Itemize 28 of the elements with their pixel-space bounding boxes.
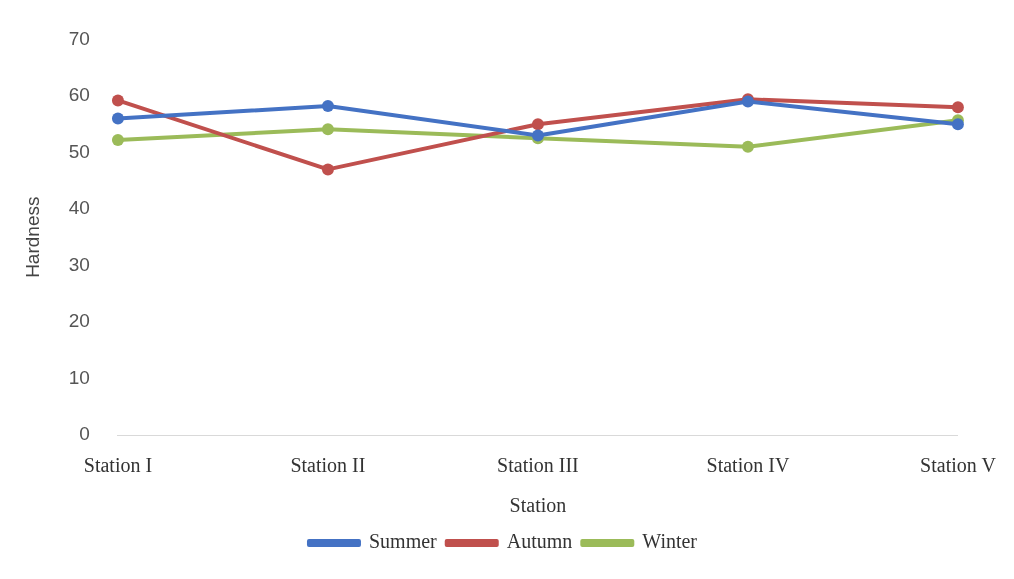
point <box>321 100 334 113</box>
legend-label: Winter <box>642 530 698 553</box>
y-tick-label: 60 <box>68 84 90 106</box>
y-tick-label: 70 <box>68 27 90 49</box>
point <box>111 112 124 125</box>
point <box>321 123 334 136</box>
point <box>741 140 754 153</box>
point <box>531 118 544 131</box>
y-tick-label: 50 <box>68 140 90 162</box>
x-tick-label: Station II <box>290 454 366 477</box>
x-axis-title: Station <box>509 494 567 517</box>
point <box>111 94 124 107</box>
point <box>951 118 964 131</box>
point <box>111 134 124 146</box>
y-tick-label: 30 <box>68 253 90 275</box>
legend-label: Autumn <box>506 530 573 553</box>
y-tick-label: 10 <box>68 366 90 388</box>
x-tick-label: Station V <box>920 454 997 477</box>
legend-label: Summer <box>368 530 438 553</box>
y-tick-label: 40 <box>68 197 90 219</box>
point <box>951 101 964 114</box>
x-tick-label: Station I <box>83 454 153 477</box>
x-tick-label: Station III <box>497 454 579 477</box>
point <box>321 163 334 176</box>
y-tick-label: 20 <box>68 310 90 332</box>
y-axis-title: Hardness <box>21 196 43 278</box>
x-tick-label: Station IV <box>706 454 790 477</box>
y-tick-label: 0 <box>79 423 90 445</box>
